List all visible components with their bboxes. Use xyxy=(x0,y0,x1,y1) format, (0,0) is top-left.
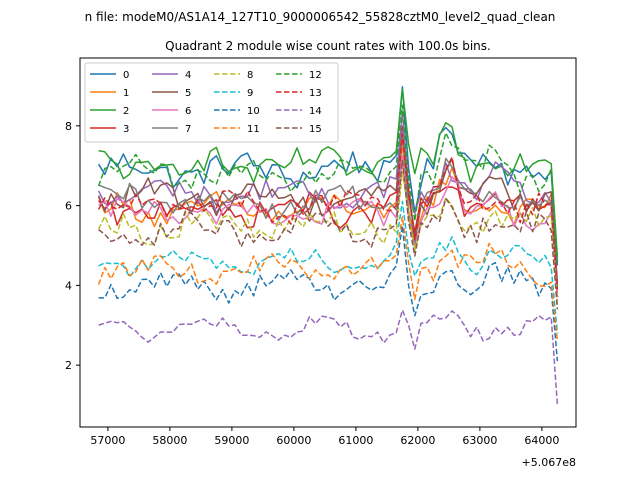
x-tick-label: 57000 xyxy=(90,434,125,447)
x-tick-label: 60000 xyxy=(276,434,311,447)
legend-label-6: 6 xyxy=(185,106,191,117)
legend-label-10: 10 xyxy=(247,106,260,117)
chart-title: Quadrant 2 module wise count rates with … xyxy=(165,39,491,53)
series-line-7 xyxy=(98,130,559,290)
legend-label-2: 2 xyxy=(123,106,129,117)
x-tick-label: 59000 xyxy=(214,434,249,447)
y-tick-label: 8 xyxy=(65,120,72,133)
legend-label-14: 14 xyxy=(309,106,322,117)
y-tick-label: 2 xyxy=(65,359,72,372)
series-line-15 xyxy=(98,159,559,310)
legend-label-5: 5 xyxy=(185,88,191,99)
legend-label-15: 15 xyxy=(309,124,322,135)
legend-label-7: 7 xyxy=(185,124,191,135)
chart-suptitle: n file: modeM0/AS1A14_127T10_9000006542_… xyxy=(85,10,556,24)
series-line-13 xyxy=(97,133,559,290)
plot-frame xyxy=(79,57,577,428)
x-tick-label: 62000 xyxy=(400,434,435,447)
y-tick-label: 4 xyxy=(65,279,72,292)
legend-label-3: 3 xyxy=(123,124,129,135)
legend-label-1: 1 xyxy=(123,88,129,99)
legend-label-12: 12 xyxy=(309,70,322,81)
series-line-9 xyxy=(98,200,559,334)
legend-label-8: 8 xyxy=(247,70,253,81)
x-tick-label: 63000 xyxy=(462,434,497,447)
x-axis: 57000 58000 59000 60000 61000 62000 63000 64000 xyxy=(90,427,559,447)
legend-label-13: 13 xyxy=(309,88,322,99)
legend-box xyxy=(84,62,339,143)
x-tick-label: 61000 xyxy=(338,434,373,447)
series-line-0 xyxy=(97,86,559,266)
x-tick-label: 64000 xyxy=(524,434,559,447)
series-line-5 xyxy=(97,133,559,286)
legend-label-0: 0 xyxy=(123,70,129,81)
series-line-14 xyxy=(98,309,559,406)
y-axis: 2 4 6 8 xyxy=(65,120,80,372)
x-offset-label: +5.067e8 xyxy=(522,456,576,469)
series-lines xyxy=(97,86,559,406)
legend-label-4: 4 xyxy=(185,70,191,81)
legend-label-11: 11 xyxy=(247,124,260,135)
series-line-12 xyxy=(97,104,559,262)
x-tick-label: 58000 xyxy=(152,434,187,447)
series-line-11 xyxy=(97,216,559,342)
legend-label-9: 9 xyxy=(247,88,253,99)
series-line-2 xyxy=(98,88,559,258)
y-tick-label: 6 xyxy=(65,200,72,213)
